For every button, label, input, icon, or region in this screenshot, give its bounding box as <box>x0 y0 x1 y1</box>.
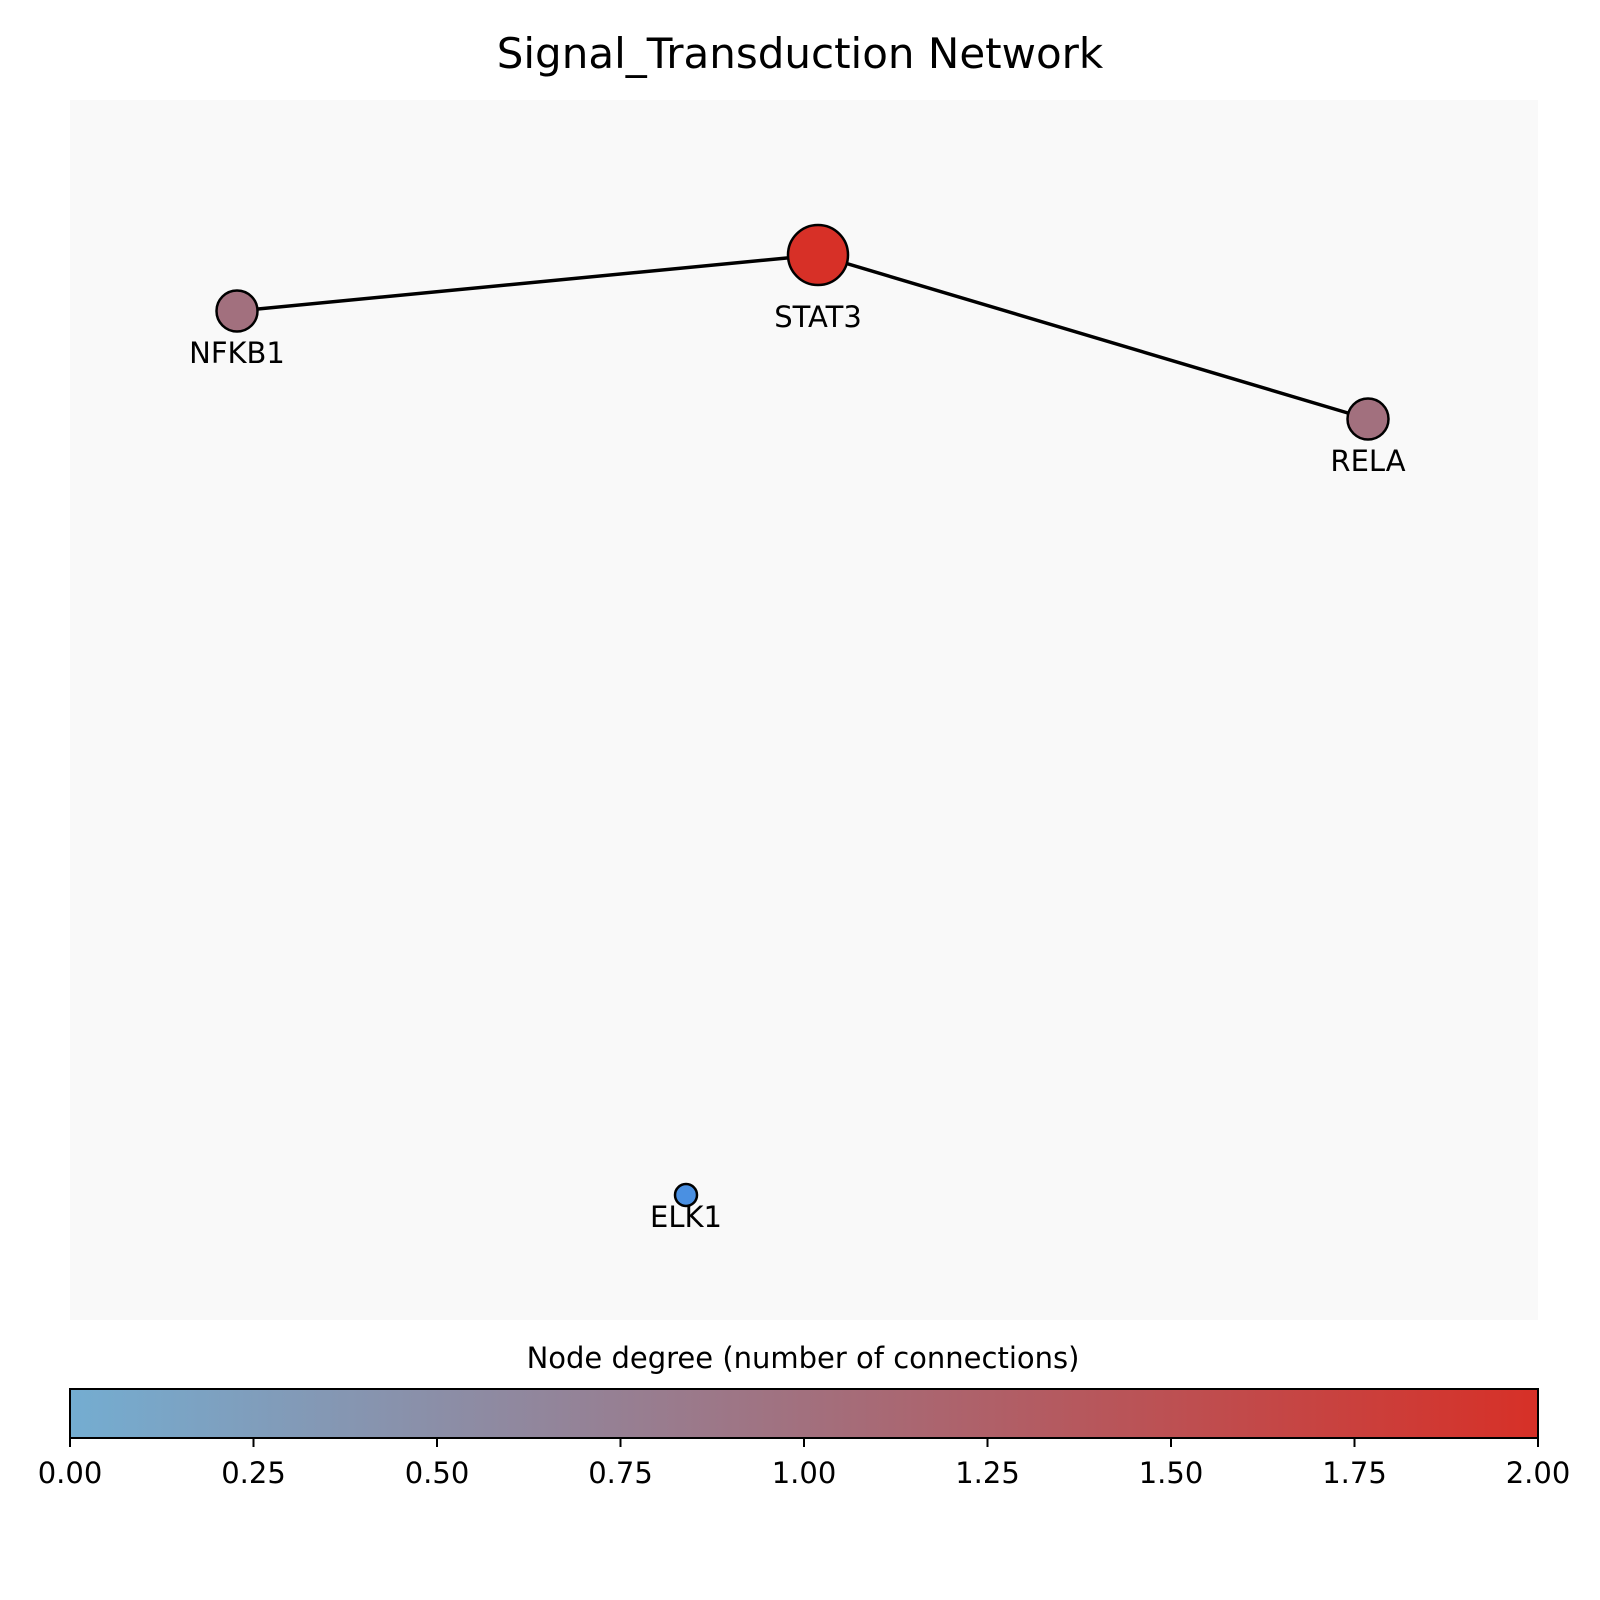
node-label-rela: RELA <box>1330 444 1405 478</box>
colorbar-tick-label: 0.00 <box>38 1456 103 1490</box>
nodes-layer <box>215 223 1390 1208</box>
chart-title: Signal_Transduction Network <box>497 29 1104 78</box>
node-elk1[interactable] <box>673 1182 699 1208</box>
colorbar-tick-label: 0.50 <box>405 1456 470 1490</box>
colorbar-tick-label: 0.25 <box>221 1456 286 1490</box>
node-stat3[interactable] <box>786 223 850 287</box>
colorbar-tick-label: 1.75 <box>1322 1456 1387 1490</box>
colorbar <box>69 1388 1539 1439</box>
colorbar-tick-label: 2.00 <box>1506 1456 1571 1490</box>
labels-layer: STAT3 NFKB1 RELA ELK1 <box>189 300 1406 1234</box>
colorbar-label: Node degree (number of connections) <box>527 1341 1080 1375</box>
colorbar-tick-label: 1.50 <box>1139 1456 1204 1490</box>
edge-nfkb1-stat3 <box>236 253 819 313</box>
colorbar-tick-label: 1.00 <box>772 1456 837 1490</box>
colorbar-tick-label: 1.25 <box>955 1456 1020 1490</box>
node-label-elk1: ELK1 <box>650 1200 722 1234</box>
node-nfkb1[interactable] <box>215 289 259 333</box>
edge-stat3-rela <box>817 253 1369 421</box>
plot-area <box>70 100 1538 1320</box>
edges-layer <box>236 253 1369 421</box>
node-label-stat3: STAT3 <box>774 300 862 334</box>
node-rela[interactable] <box>1346 397 1390 441</box>
node-label-nfkb1: NFKB1 <box>189 336 285 370</box>
colorbar-ticks: 0.00 0.25 0.50 0.75 1.00 1.25 1.50 1.75 2.00 <box>38 1438 1571 1490</box>
colorbar-tick-label: 0.75 <box>588 1456 653 1490</box>
